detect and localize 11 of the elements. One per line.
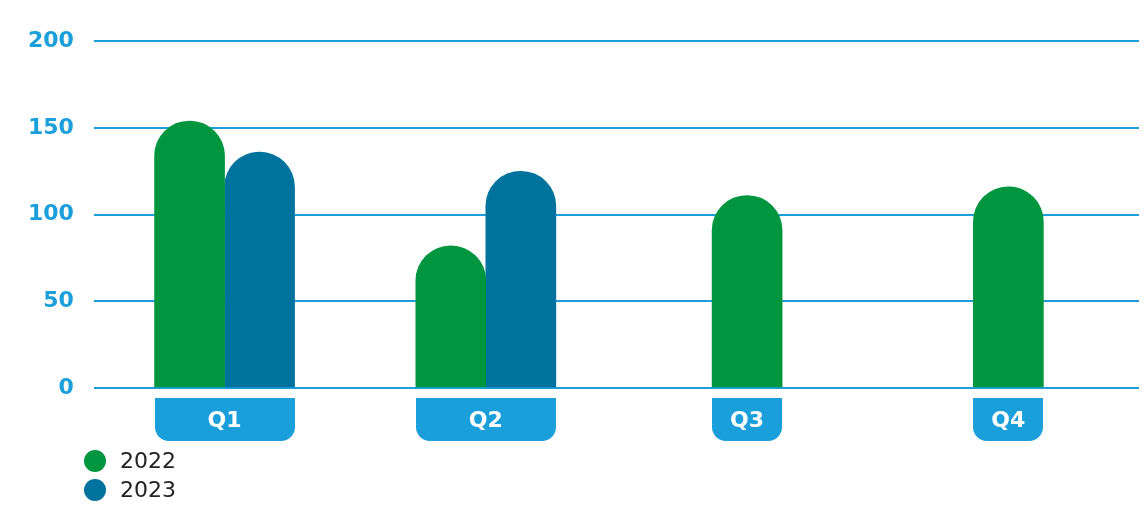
legend-label: 2022 [120,448,176,473]
x-tick-label: Q1 [207,407,242,432]
y-tick-label: 50 [43,287,74,313]
y-tick-label: 100 [27,200,74,226]
x-tick-label: Q4 [991,407,1026,432]
y-tick-label: 0 [58,373,74,399]
legend-label: 2023 [120,477,176,502]
x-tick-label: Q2 [468,407,503,432]
x-tick-label: Q3 [730,407,765,432]
y-tick-label: 200 [27,26,74,52]
y-tick-label: 150 [27,113,74,139]
